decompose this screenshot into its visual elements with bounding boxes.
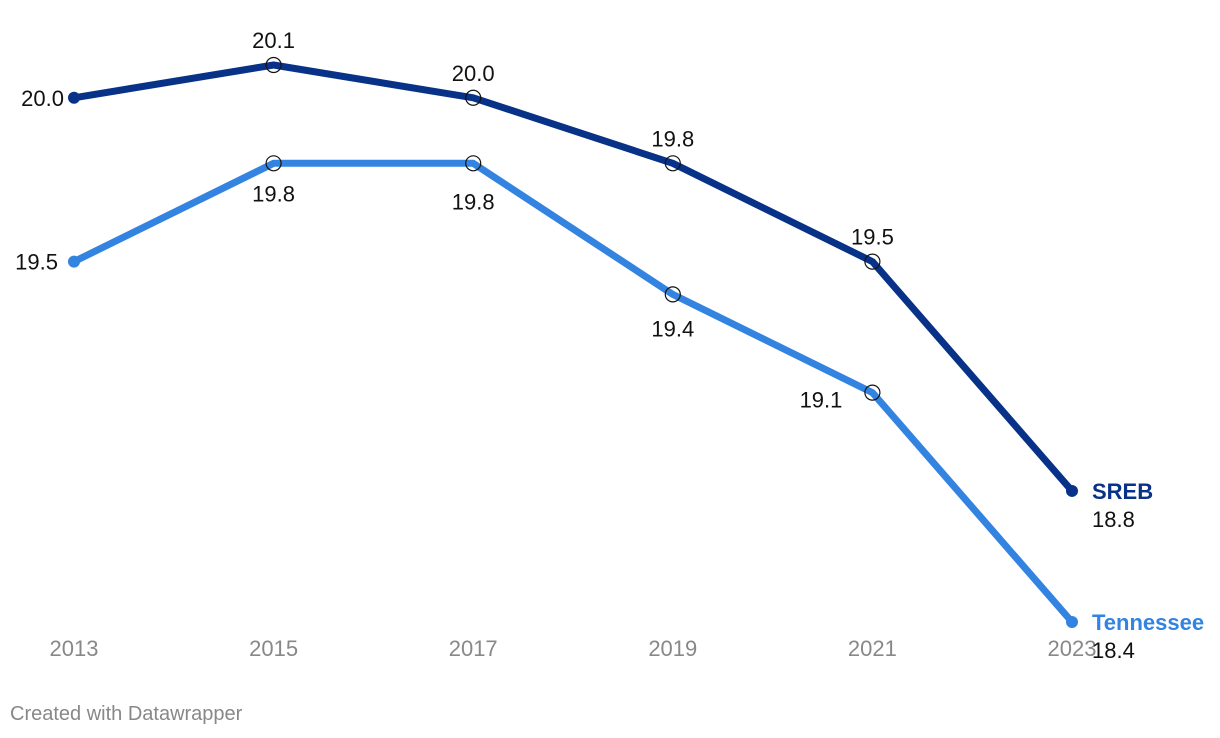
- data-label-sreb-2015: 20.1: [252, 28, 295, 53]
- point-tennessee-2019: [664, 286, 681, 303]
- x-tick-label-2023: 2023: [1048, 636, 1097, 661]
- x-tick-label-2017: 2017: [449, 636, 498, 661]
- point-sreb-2013: [68, 91, 80, 104]
- series-line-tennessee: [70, 159, 1076, 626]
- data-label-tennessee-2023: 18.4: [1092, 638, 1135, 663]
- x-tick-label-2021: 2021: [848, 636, 897, 661]
- data-label-tennessee-2019: 19.4: [651, 316, 694, 341]
- point-sreb-2019: [664, 155, 681, 172]
- series-label-tennessee: Tennessee: [1092, 610, 1204, 635]
- x-tick-label-2019: 2019: [648, 636, 697, 661]
- point-sreb-2017: [465, 89, 482, 106]
- x-tick-label-2013: 2013: [50, 636, 99, 661]
- point-tennessee-2013: [68, 255, 80, 268]
- data-label-tennessee-2021: 19.1: [800, 388, 843, 413]
- point-sreb-2021: [864, 253, 881, 270]
- data-label-sreb-2013: 20.0: [21, 86, 64, 111]
- data-label-sreb-2021: 19.5: [851, 225, 894, 250]
- data-label-tennessee-2017: 19.8: [452, 189, 495, 214]
- point-tennessee-2023: [1066, 616, 1078, 628]
- x-tick-label-2015: 2015: [249, 636, 298, 661]
- data-label-sreb-2023: 18.8: [1092, 507, 1135, 532]
- point-sreb-2023: [1066, 484, 1078, 497]
- series-line-sreb: [70, 61, 1076, 495]
- point-tennessee-2021: [864, 384, 881, 401]
- data-label-tennessee-2013: 19.5: [15, 250, 58, 275]
- point-sreb-2015: [265, 56, 282, 74]
- datawrapper-credit: Created with Datawrapper: [10, 703, 243, 725]
- data-label-sreb-2017: 20.0: [452, 61, 495, 86]
- data-label-tennessee-2015: 19.8: [252, 181, 295, 206]
- point-tennessee-2015: [265, 155, 282, 172]
- series-label-sreb: SREB: [1092, 479, 1153, 504]
- line-chart: 2013 2015 2017 2019 2021 2023 20.0 20.1 20.0 19.8…: [15, 28, 1204, 663]
- data-label-sreb-2019: 19.8: [651, 126, 694, 151]
- point-tennessee-2017: [465, 155, 482, 172]
